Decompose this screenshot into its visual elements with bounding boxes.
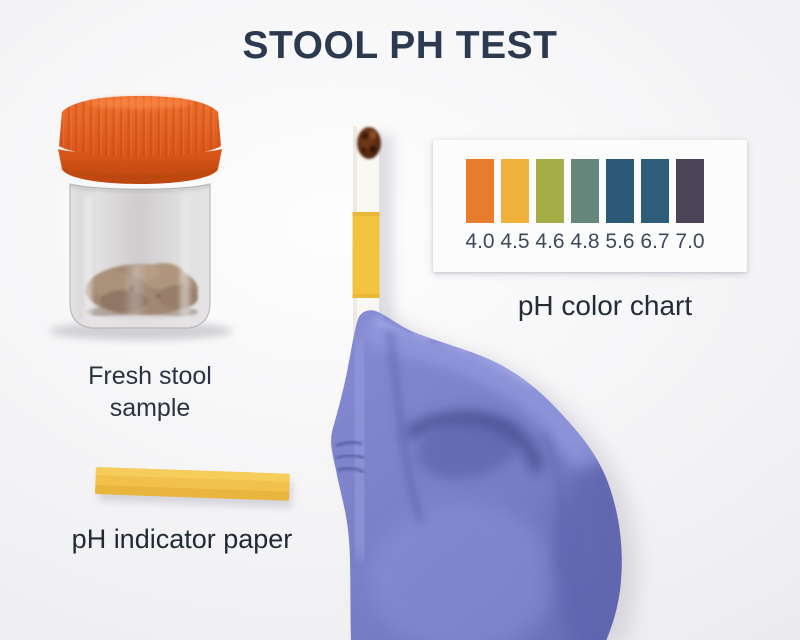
paper-strip-sheen (95, 467, 290, 482)
ph-swatch-color (676, 159, 704, 223)
specimen-container (49, 96, 233, 340)
ph-swatch-color (536, 159, 564, 223)
container-body-highlights (69, 185, 211, 329)
ph-swatch-color (606, 159, 634, 223)
ph-color-chart-card: 4.0 4.5 4.6 4.8 5.6 6.7 7.0 (433, 140, 747, 272)
ph-swatch-color (571, 159, 599, 223)
ph-swatch-value: 4.5 (500, 230, 530, 253)
ph-indicator-paper-label: pH indicator paper (71, 524, 293, 554)
reagent-pad-bottom-edge (352, 294, 380, 298)
ph-swatch-value: 6.7 (640, 230, 670, 253)
ph-swatch: 7.0 (675, 159, 705, 254)
ph-swatch-value: 4.6 (535, 230, 565, 253)
ph-color-chart-label: pH color chart (517, 290, 693, 321)
page-title: STOOL PH TEST (242, 24, 558, 67)
ph-swatch: 4.8 (570, 159, 600, 254)
ph-swatch-color (501, 159, 529, 223)
ph-swatch-value: 4.8 (570, 230, 600, 253)
glove-hand (331, 310, 637, 640)
paper-strip-shade (95, 485, 290, 501)
ph-swatch-row: 4.0 4.5 4.6 4.8 5.6 6.7 7.0 (465, 159, 705, 254)
test-strip-reagent-pad (352, 212, 380, 298)
reagent-pad-top-edge (352, 212, 380, 216)
ph-swatch: 6.7 (640, 159, 670, 254)
fresh-stool-sample-label: Fresh stool sample (88, 362, 212, 422)
cap-ribs (59, 96, 221, 157)
ph-swatch-value: 4.0 (465, 230, 495, 253)
stool-smear (357, 127, 381, 159)
ph-swatch-color (641, 159, 669, 223)
ph-indicator-paper-strip (95, 467, 293, 508)
ph-swatch-value: 5.6 (605, 230, 635, 253)
ph-swatch: 4.5 (500, 159, 530, 254)
ph-swatch-value: 7.0 (675, 230, 705, 253)
test-strip (352, 126, 393, 345)
ph-swatch: 4.6 (535, 159, 565, 254)
cap-highlight (88, 97, 192, 109)
ph-swatch-color (466, 159, 494, 223)
container-cap (58, 96, 222, 184)
ph-swatch: 5.6 (605, 159, 635, 254)
ph-swatch: 4.0 (465, 159, 495, 254)
